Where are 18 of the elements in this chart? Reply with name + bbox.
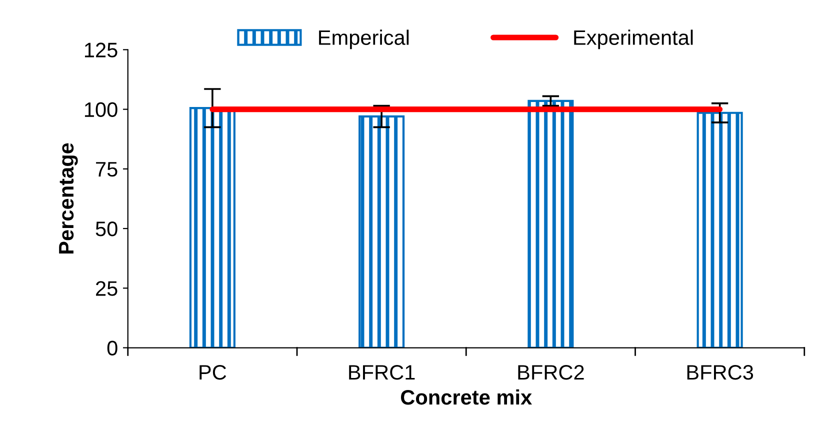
x-tick-label: BFRC2 xyxy=(518,364,584,380)
y-axis-title: Percentage xyxy=(59,143,78,254)
y-tick-label: 125 xyxy=(84,42,118,58)
legend-label: Emperical xyxy=(319,30,409,50)
y-tick-label: 0 xyxy=(107,340,118,356)
bar xyxy=(528,100,574,348)
y-tick-label: 100 xyxy=(84,102,118,118)
x-tick-label: BFRC1 xyxy=(349,364,415,380)
bar xyxy=(358,115,405,348)
bar xyxy=(696,112,743,348)
x-tick-label: BFRC3 xyxy=(687,364,754,380)
legend-label: Experimental xyxy=(574,30,693,50)
y-tick-label: 75 xyxy=(96,162,118,177)
x-tick-label: PC xyxy=(200,364,226,380)
y-tick-label: 50 xyxy=(96,222,118,236)
y-tick-label: 25 xyxy=(96,281,118,296)
x-axis-title: Concrete mix xyxy=(400,389,532,405)
bar xyxy=(189,107,236,348)
